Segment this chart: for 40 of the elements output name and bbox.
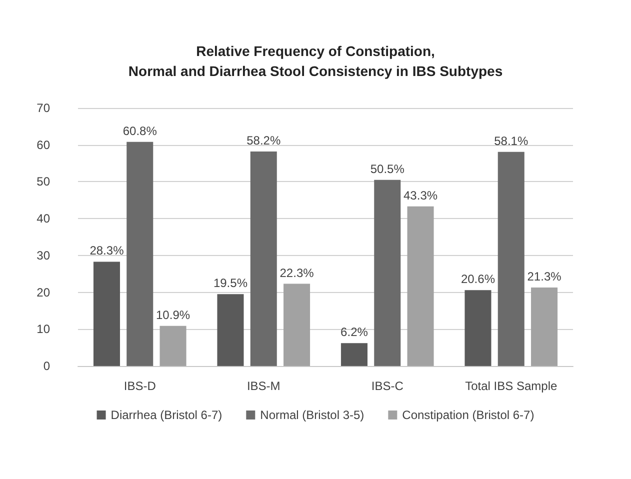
x-tick-label: Total IBS Sample <box>465 379 558 393</box>
data-label: 60.8% <box>122 124 158 138</box>
legend-label: Diarrhea (Bristol 6-7) <box>110 408 222 422</box>
bar <box>93 262 120 366</box>
data-label: 6.2% <box>340 325 368 340</box>
y-tick-label: 10 <box>36 322 50 336</box>
data-label: 10.9% <box>156 308 190 322</box>
bar <box>160 326 186 366</box>
data-label: 58.1% <box>494 134 528 148</box>
y-tick-label: 40 <box>36 212 50 226</box>
bar <box>250 151 277 366</box>
legend-label: Normal (Bristol 3-5) <box>260 408 364 422</box>
y-tick-label: 60 <box>36 138 50 152</box>
x-tick-label: IBS-D <box>124 379 156 393</box>
data-label: 28.3% <box>90 244 124 258</box>
data-label: 21.3% <box>527 269 562 284</box>
data-label: 58.2% <box>246 133 281 148</box>
bar <box>498 152 524 366</box>
y-tick-label: 30 <box>36 248 50 262</box>
x-tick-label: IBS-C <box>371 379 404 393</box>
data-label: 19.5% <box>213 276 248 290</box>
y-tick-label: 50 <box>36 174 50 189</box>
bar <box>126 142 154 366</box>
y-tick-label: 0 <box>43 359 50 373</box>
bar <box>284 284 310 366</box>
x-tick-label: IBS-M <box>246 379 280 393</box>
y-tick-label: 20 <box>36 285 50 300</box>
data-label: 50.5% <box>370 162 405 176</box>
bar <box>531 287 558 366</box>
data-label: 43.3% <box>404 188 438 202</box>
bar <box>464 290 492 366</box>
legend-label: Constipation (Bristol 6-7) <box>402 408 534 422</box>
bar <box>407 206 434 366</box>
bar <box>374 180 401 366</box>
bar <box>340 343 368 366</box>
data-label: 20.6% <box>460 272 496 286</box>
data-label: 22.3% <box>280 266 314 280</box>
bar <box>217 294 244 366</box>
y-tick-label: 70 <box>36 101 50 115</box>
chart-title: Relative Frequency of Constipation, Normal and Diarrhea Stool Consistency in IBS Subtypes <box>128 43 503 79</box>
